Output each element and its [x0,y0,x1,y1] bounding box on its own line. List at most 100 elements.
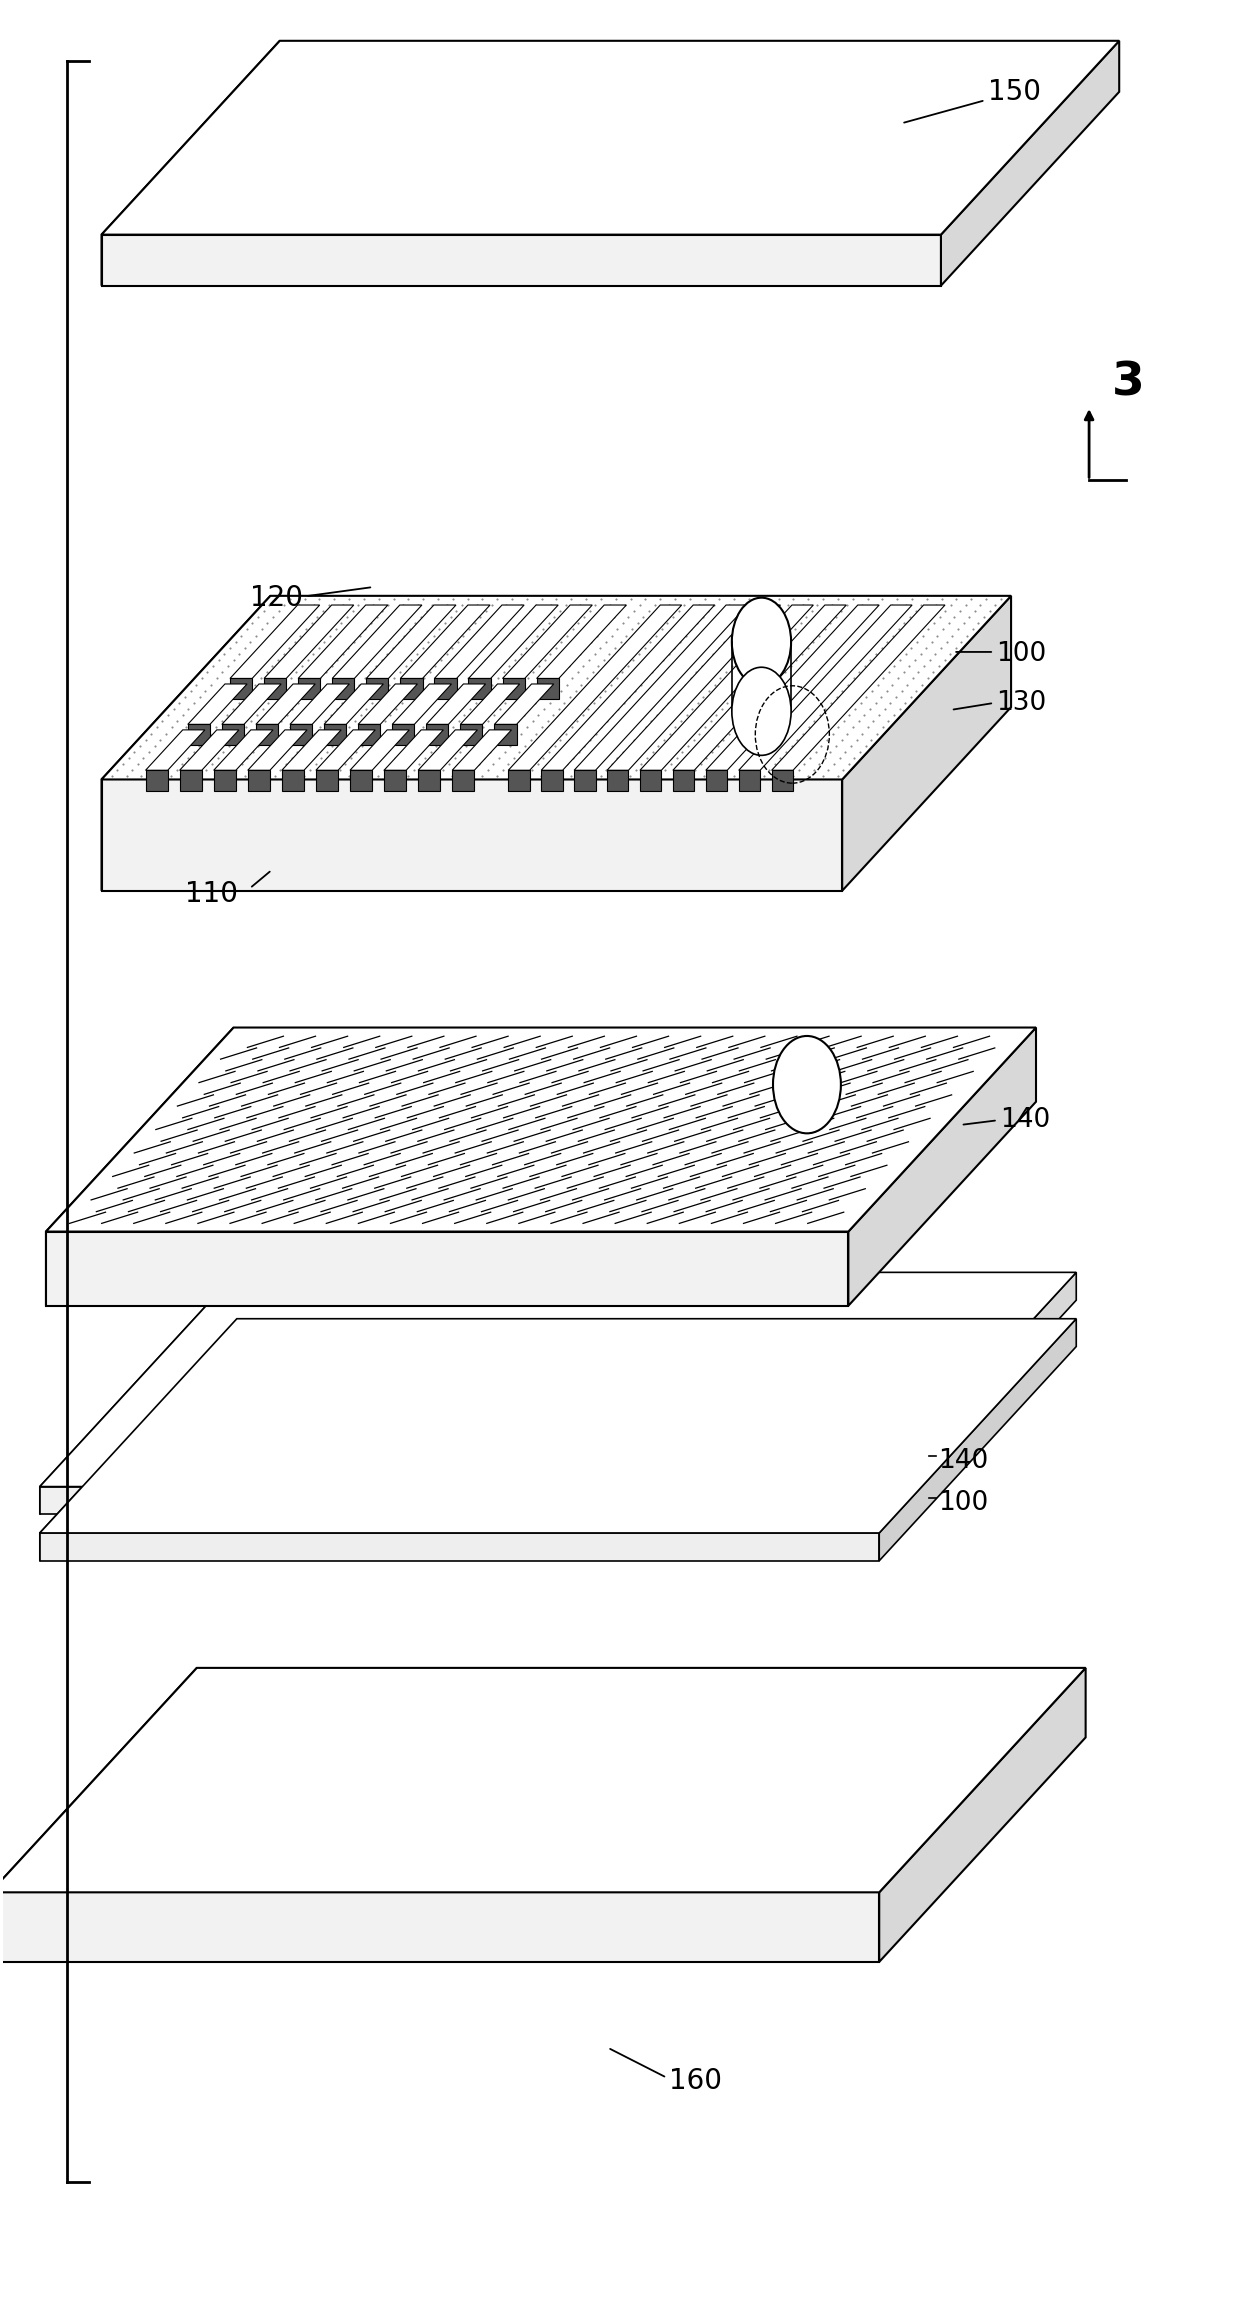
Polygon shape [46,1027,233,1306]
Polygon shape [290,725,312,746]
Polygon shape [358,683,418,725]
Polygon shape [366,604,456,679]
Polygon shape [281,769,304,790]
Polygon shape [401,604,490,679]
Polygon shape [213,730,273,769]
Polygon shape [290,683,350,725]
Polygon shape [392,683,451,725]
Text: 3: 3 [1112,360,1145,404]
Polygon shape [427,683,486,725]
Polygon shape [0,1669,1086,1892]
Polygon shape [418,730,477,769]
Polygon shape [248,730,308,769]
Polygon shape [460,683,520,725]
Polygon shape [608,604,780,769]
Polygon shape [316,769,339,790]
Polygon shape [502,679,525,700]
Text: 140: 140 [1001,1106,1050,1134]
Polygon shape [187,683,247,725]
Polygon shape [434,604,525,679]
Polygon shape [392,725,414,746]
Polygon shape [640,769,661,790]
Polygon shape [0,1892,879,1961]
Polygon shape [213,769,236,790]
Ellipse shape [732,667,791,755]
Polygon shape [366,679,388,700]
Polygon shape [541,604,714,769]
Text: 120: 120 [249,583,303,611]
Polygon shape [350,769,372,790]
Polygon shape [879,1318,1076,1562]
Ellipse shape [732,597,791,686]
Polygon shape [40,1318,237,1562]
Polygon shape [102,595,270,890]
Polygon shape [541,769,563,790]
Polygon shape [537,604,626,679]
Polygon shape [739,769,760,790]
Text: 100: 100 [939,1490,988,1515]
Polygon shape [40,1487,879,1515]
Polygon shape [706,769,727,790]
Polygon shape [102,42,1120,235]
Polygon shape [229,679,252,700]
Polygon shape [879,1271,1076,1515]
Polygon shape [187,725,210,746]
Polygon shape [508,604,682,769]
Polygon shape [40,1271,1076,1487]
Polygon shape [255,725,278,746]
Polygon shape [418,769,440,790]
Text: 140: 140 [939,1448,988,1473]
Polygon shape [453,769,475,790]
Polygon shape [324,725,346,746]
Polygon shape [537,679,559,700]
Polygon shape [255,683,315,725]
Polygon shape [145,730,205,769]
Polygon shape [316,730,376,769]
Polygon shape [332,679,355,700]
Polygon shape [427,725,449,746]
Polygon shape [706,604,879,769]
Polygon shape [229,604,320,679]
Polygon shape [102,595,1011,779]
Polygon shape [673,604,846,769]
Polygon shape [384,730,444,769]
Polygon shape [640,604,813,769]
Polygon shape [222,683,281,725]
Polygon shape [102,42,280,286]
Text: 150: 150 [988,79,1040,107]
Polygon shape [298,604,388,679]
Polygon shape [673,769,694,790]
Text: 130: 130 [997,690,1047,716]
Polygon shape [0,1669,197,1961]
Polygon shape [574,604,748,769]
Polygon shape [502,604,593,679]
Polygon shape [281,730,341,769]
Polygon shape [324,683,383,725]
Ellipse shape [773,1037,841,1134]
Polygon shape [469,679,491,700]
Polygon shape [771,604,945,769]
Polygon shape [46,1027,1035,1232]
Text: 100: 100 [997,641,1047,667]
Polygon shape [102,235,941,286]
Polygon shape [508,769,529,790]
Polygon shape [469,604,558,679]
Polygon shape [460,725,482,746]
Polygon shape [358,725,381,746]
Polygon shape [264,679,286,700]
Text: 110: 110 [186,881,238,909]
Polygon shape [608,769,629,790]
Polygon shape [46,1232,848,1306]
Polygon shape [180,730,239,769]
Polygon shape [248,769,270,790]
Polygon shape [434,679,456,700]
Text: 160: 160 [670,2068,723,2096]
Polygon shape [574,769,595,790]
Polygon shape [180,769,202,790]
Polygon shape [102,779,842,890]
Polygon shape [40,1534,879,1562]
Polygon shape [264,604,353,679]
Polygon shape [145,769,167,790]
Polygon shape [879,1669,1086,1961]
Polygon shape [332,604,422,679]
